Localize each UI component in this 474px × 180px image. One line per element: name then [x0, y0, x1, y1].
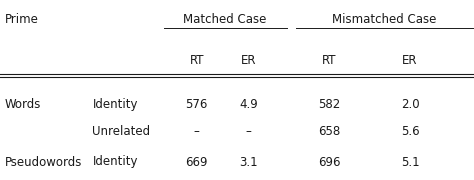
Text: Identity: Identity: [92, 98, 138, 111]
Text: ER: ER: [402, 54, 418, 67]
Text: –: –: [194, 125, 200, 138]
Text: Matched Case: Matched Case: [183, 13, 267, 26]
Text: 2.0: 2.0: [401, 98, 419, 111]
Text: Identity: Identity: [92, 156, 138, 168]
Text: Mismatched Case: Mismatched Case: [332, 13, 437, 26]
Text: Words: Words: [5, 98, 41, 111]
Text: RT: RT: [190, 54, 204, 67]
Text: 4.9: 4.9: [239, 98, 258, 111]
Text: ER: ER: [241, 54, 256, 67]
Text: 576: 576: [185, 98, 208, 111]
Text: 5.1: 5.1: [401, 156, 419, 168]
Text: 582: 582: [319, 98, 340, 111]
Text: 696: 696: [318, 156, 341, 168]
Text: 5.6: 5.6: [401, 125, 419, 138]
Text: Unrelated: Unrelated: [92, 125, 151, 138]
Text: 669: 669: [185, 156, 208, 168]
Text: Pseudowords: Pseudowords: [5, 156, 82, 168]
Text: 658: 658: [319, 125, 340, 138]
Text: Prime: Prime: [5, 13, 38, 26]
Text: 3.1: 3.1: [239, 156, 258, 168]
Text: –: –: [246, 125, 252, 138]
Text: RT: RT: [322, 54, 337, 67]
